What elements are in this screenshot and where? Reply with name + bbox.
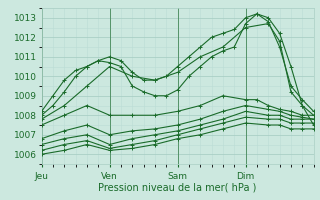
X-axis label: Pression niveau de la mer( hPa ): Pression niveau de la mer( hPa ) — [99, 182, 257, 192]
